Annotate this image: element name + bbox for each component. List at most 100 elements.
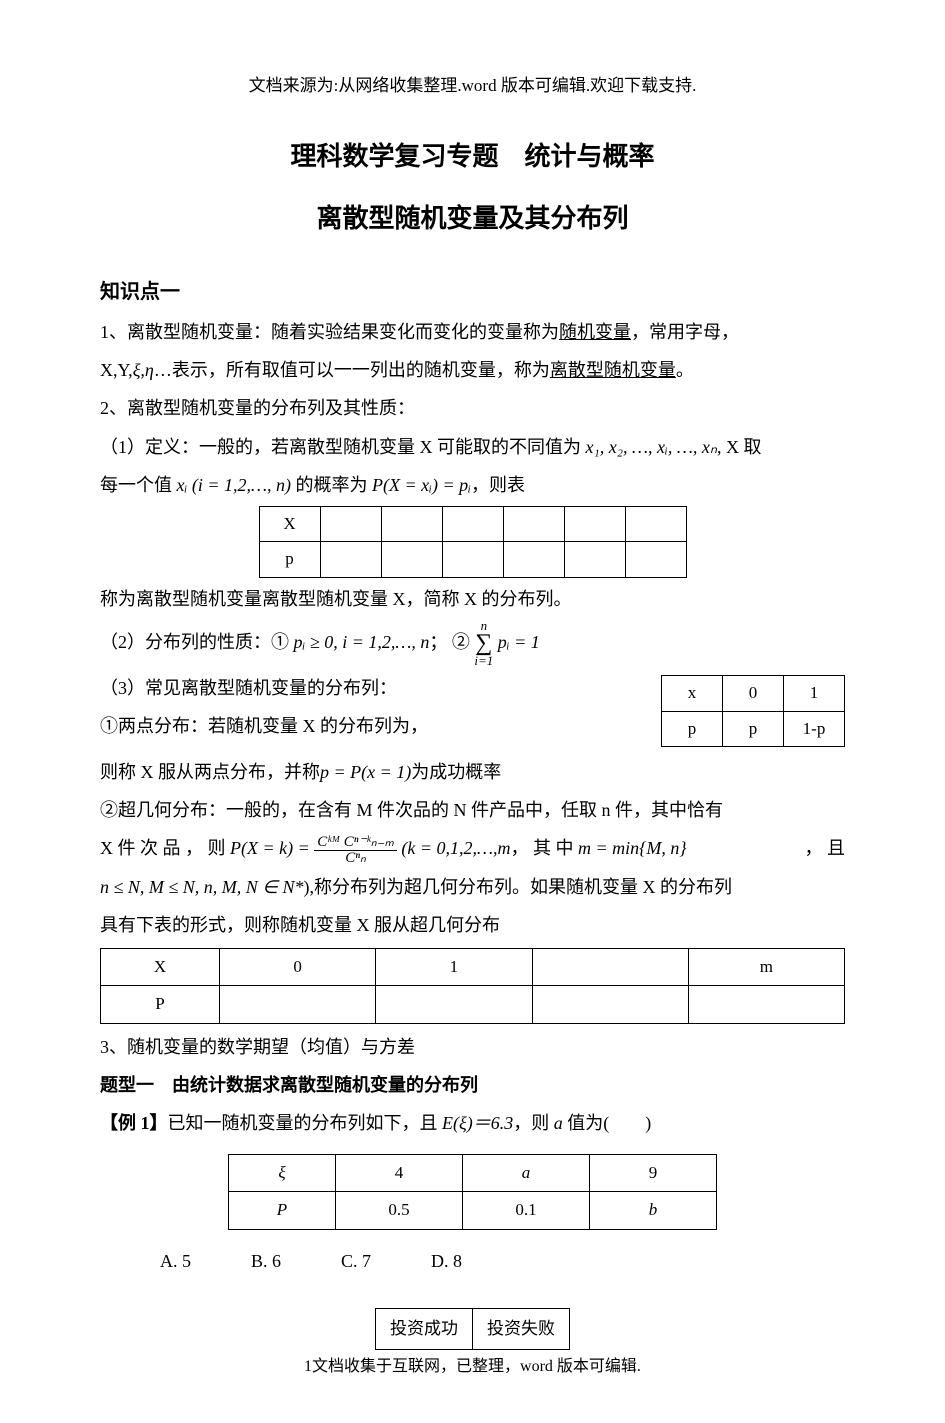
paragraph-hypergeo-3: n ≤ N, M ≤ N, n, M, N ∈ N*),称分布列为超几何分布列。… xyxy=(100,870,845,904)
table-cell xyxy=(442,507,503,542)
option-a: A. 5 xyxy=(160,1244,191,1278)
math: xᵢ (i = 1,2,…, n) xyxy=(177,475,291,495)
text: 每一个值 xyxy=(100,475,172,495)
table-cell xyxy=(320,542,381,577)
text: 已知一随机变量的分布列如下，且 xyxy=(168,1113,443,1133)
text: ，常用字母， xyxy=(631,322,739,342)
text: ， 且 xyxy=(805,831,846,865)
paragraph-hypergeo-4: 具有下表的形式，则称随机变量 X 服从超几何分布 xyxy=(100,908,845,942)
paragraph-2-1b: 每一个值 xᵢ (i = 1,2,…, n) 的概率为 P(X = xᵢ) = … xyxy=(100,468,845,502)
paragraph-2-2: （2）分布列的性质：① pᵢ ≥ 0, i = 1,2,…, n； ② n ∑ … xyxy=(100,620,845,667)
table-cell xyxy=(625,507,686,542)
paragraph-hypergeo-1: ②超几何分布：一般的，在含有 M 件次品的 N 件产品中，任取 n 件，其中恰有 xyxy=(100,793,845,827)
paragraph-2-1c: 称为离散型随机变量离散型随机变量 X，简称 X 的分布列。 xyxy=(100,582,845,616)
table-cell xyxy=(381,542,442,577)
paragraph-2-1: （1）定义：一般的，若离散型随机变量 X 可能取的不同值为 x₁, x₂, …,… xyxy=(100,430,845,464)
table-cell xyxy=(220,986,376,1023)
table-cell: P xyxy=(229,1192,336,1229)
table-cell: 投资失败 xyxy=(473,1308,570,1349)
table-cell xyxy=(688,986,844,1023)
paragraph-2-head: 2、离散型随机变量的分布列及其性质： xyxy=(100,391,845,425)
math: m = min{M, n} xyxy=(578,838,687,858)
paragraph-1-line1: 1、离散型随机变量：随着实验结果变化而变化的变量称为随机变量，常用字母， xyxy=(100,315,845,349)
two-point-table: x 0 1 p p 1-p xyxy=(661,675,845,747)
table-cell: ξ xyxy=(229,1155,336,1192)
option-b: B. 6 xyxy=(251,1244,281,1278)
math: P(X = xᵢ) = pᵢ xyxy=(372,475,471,495)
paragraph-hypergeo-2: X 件 次 品 ， 则 P(X = k) = Cᵏᴹ Cⁿ⁻ᵏₙ₋ₘ Cⁿₙ (… xyxy=(100,831,845,865)
table-cell: 9 xyxy=(590,1155,717,1192)
sum-lower: i=1 xyxy=(474,655,493,667)
table-cell: b xyxy=(590,1192,717,1229)
text: （1）定义：一般的，若离散型随机变量 X 可能取的不同值为 xyxy=(100,437,581,457)
text: X 件 次 品 ， 则 xyxy=(100,838,230,858)
table-cell xyxy=(376,986,532,1023)
fraction: Cᵏᴹ Cⁿ⁻ᵏₙ₋ₘ Cⁿₙ xyxy=(314,835,397,866)
example-label: 【例 1】 xyxy=(100,1113,168,1133)
distribution-table-generic: X p xyxy=(259,506,687,578)
text: 的概率为 xyxy=(295,475,367,495)
underline-random-variable: 随机变量 xyxy=(559,322,631,342)
answer-options: A. 5 B. 6 C. 7 D. 8 xyxy=(100,1244,845,1278)
hypergeometric-table: X 0 1 m P xyxy=(100,948,845,1024)
table-cell: m xyxy=(688,949,844,986)
text: （2）分布列的性质：① xyxy=(100,632,289,652)
table-cell: X xyxy=(101,949,220,986)
table-cell: 投资成功 xyxy=(376,1308,473,1349)
math: (k = 0,1,2,…,m xyxy=(401,838,510,858)
text: 值为( ) xyxy=(563,1113,652,1133)
footer-mini-table: 投资成功 投资失败 xyxy=(375,1308,570,1350)
math: pᵢ ≥ 0, i = 1,2,…, n xyxy=(289,632,429,652)
example-1: 【例 1】已知一随机变量的分布列如下，且 E(ξ)＝6.3，则 a 值为( ) xyxy=(100,1106,845,1140)
paragraph-3: 3、随机变量的数学期望（均值）与方差 xyxy=(100,1030,845,1064)
footer-note: 1文档收集于互联网，已整理，word 版本可编辑. xyxy=(100,1352,845,1382)
text: ， 其 中 xyxy=(510,838,578,858)
underline-discrete-rv: 离散型随机变量 xyxy=(550,360,676,380)
table-cell: 0.5 xyxy=(336,1192,463,1229)
fraction-num: Cᵏᴹ Cⁿ⁻ᵏₙ₋ₘ xyxy=(314,835,397,851)
text: ，则 xyxy=(513,1113,554,1133)
source-note: 文档来源为:从网络收集整理.word 版本可编辑.欢迎下载支持. xyxy=(100,70,845,102)
math: pᵢ = 1 xyxy=(498,632,540,652)
table-cell: P xyxy=(101,986,220,1023)
sigma-icon: ∑ xyxy=(474,632,493,655)
table-cell: 0 xyxy=(220,949,376,986)
table-cell xyxy=(381,507,442,542)
math: p = P(x = 1) xyxy=(320,762,411,782)
fraction-den: Cⁿₙ xyxy=(314,851,397,866)
table-cell: p xyxy=(723,711,784,746)
math: a xyxy=(554,1113,563,1133)
text: ，则表 xyxy=(471,475,525,495)
math: P(X = k) = xyxy=(230,838,310,858)
text: ),称分布列为超几何分布列。如果随机变量 X 的分布列 xyxy=(303,877,732,897)
text: 1、离散型随机变量：随着实验结果变化而变化的变量称为 xyxy=(100,322,559,342)
math: x₁, x₂, …, xᵢ, …, xₙ xyxy=(586,437,718,457)
example1-table: ξ 4 a 9 P 0.5 0.1 b xyxy=(228,1154,717,1230)
option-c: C. 7 xyxy=(341,1244,371,1278)
table-cell: a xyxy=(463,1155,590,1192)
title-sub: 离散型随机变量及其分布列 xyxy=(100,194,845,243)
table-cell xyxy=(320,507,381,542)
table-cell xyxy=(532,949,688,986)
table-cell: p xyxy=(259,542,320,577)
math: ξ,η xyxy=(133,360,154,380)
table-cell: 1-p xyxy=(784,711,845,746)
table-cell xyxy=(625,542,686,577)
table-cell: 1 xyxy=(784,676,845,711)
table-cell: p xyxy=(662,711,723,746)
table-cell: 0.1 xyxy=(463,1192,590,1229)
text: 为成功概率 xyxy=(411,762,501,782)
table-cell xyxy=(564,507,625,542)
table-cell: X xyxy=(259,507,320,542)
table-cell xyxy=(442,542,503,577)
text: X,Y, xyxy=(100,360,133,380)
table-cell xyxy=(503,507,564,542)
math: E(ξ)＝6.3 xyxy=(442,1113,513,1133)
table-cell: 1 xyxy=(376,949,532,986)
text: …表示，所有取值可以一一列出的随机变量，称为 xyxy=(154,360,550,380)
topic-heading-1: 题型一 由统计数据求离散型随机变量的分布列 xyxy=(100,1068,845,1102)
table-cell xyxy=(532,986,688,1023)
table-cell: x xyxy=(662,676,723,711)
option-d: D. 8 xyxy=(431,1244,462,1278)
table-cell: 0 xyxy=(723,676,784,711)
